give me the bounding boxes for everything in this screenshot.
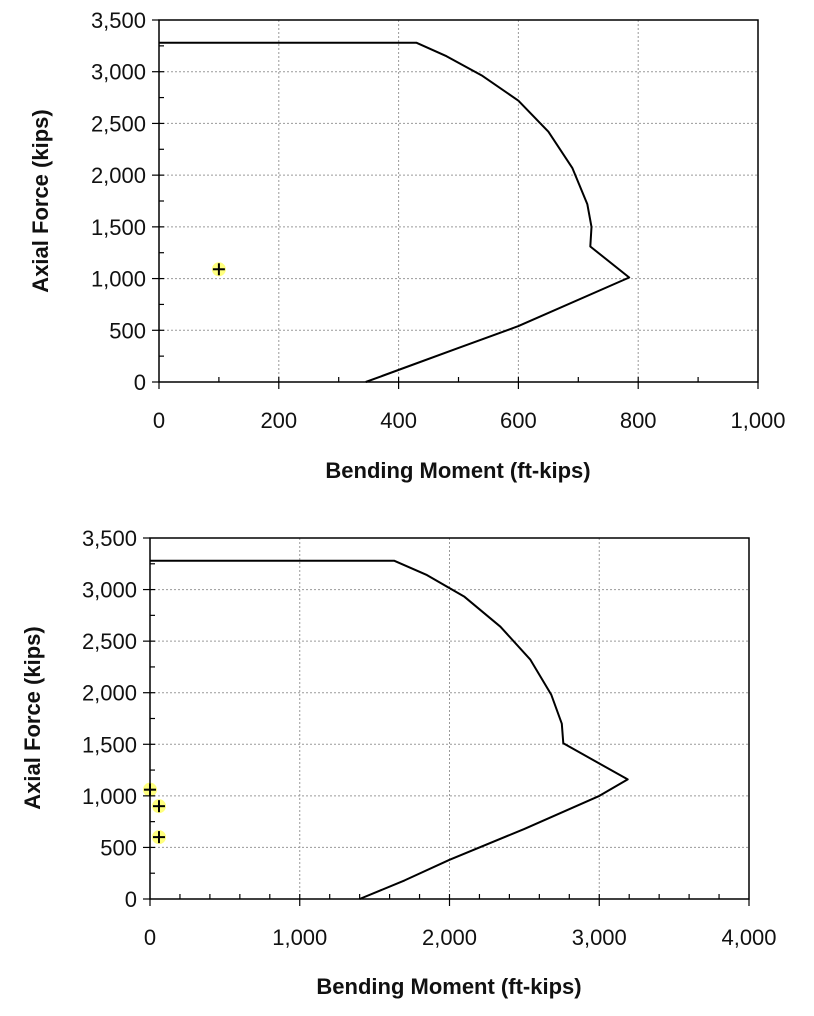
top-chart-x-axis-title: Bending Moment (ft-kips)	[325, 458, 590, 483]
top-chart-load-point-marker	[211, 262, 226, 277]
top-chart-y-tick-label: 2,000	[91, 163, 146, 188]
bottom-chart-y-tick-label: 3,000	[82, 578, 137, 603]
top-chart-x-tick-label: 400	[380, 408, 417, 433]
top-chart-x-tick-labels: 0 200 400 600 800 1,000	[153, 408, 786, 433]
top-chart-x-tick-label: 600	[500, 408, 537, 433]
top-chart-interaction-curve	[159, 41, 631, 383]
bottom-chart-load-point-marker	[151, 799, 166, 814]
bottom-chart-x-axis-title: Bending Moment (ft-kips)	[316, 974, 581, 999]
bottom-chart-marker-layer	[143, 782, 166, 845]
bottom-chart-y-tick-labels: 0 500 1,000 1,500 2,000 2,500 3,000 3,500	[82, 526, 137, 912]
top-chart-curve-layer	[159, 41, 631, 383]
top-chart-y-axis-title: Axial Force (kips)	[28, 109, 53, 292]
top-chart-x-tick-label: 0	[153, 408, 165, 433]
bottom-chart-curve-layer	[150, 559, 629, 900]
bottom-chart-y-axis-title: Axial Force (kips)	[20, 626, 45, 809]
top-chart-y-tick-label: 500	[109, 318, 146, 343]
bottom-chart-x-tick-label: 1,000	[272, 925, 327, 950]
bottom-chart-load-point-marker	[151, 830, 166, 845]
bottom-chart-y-tick-label: 0	[125, 887, 137, 912]
top-chart-y-tick-label: 1,000	[91, 267, 146, 292]
bottom-chart-x-tick-label: 3,000	[572, 925, 627, 950]
top-chart-y-tick-label: 2,500	[91, 111, 146, 136]
bottom-chart-y-tick-label: 1,500	[82, 732, 137, 757]
bottom-chart-minor-ticks	[143, 537, 750, 906]
bottom-chart-x-tick-label: 2,000	[422, 925, 477, 950]
top-chart-y-tick-label: 0	[134, 370, 146, 395]
bottom-chart-y-tick-label: 500	[100, 835, 137, 860]
top-chart-y-tick-label: 3,500	[91, 8, 146, 33]
top-chart-y-tick-label: 1,500	[91, 215, 146, 240]
top-chart-x-tick-label: 200	[260, 408, 297, 433]
top-chart-y-tick-label: 3,000	[91, 60, 146, 85]
bottom-chart-y-tick-label: 1,000	[82, 784, 137, 809]
top-chart-plot-frame	[158, 19, 759, 383]
bottom-chart-interaction-curve	[150, 559, 629, 900]
top-chart-x-tick-label: 800	[620, 408, 657, 433]
bottom-chart-x-tick-label: 0	[144, 925, 156, 950]
bottom-chart-y-tick-label: 2,000	[82, 681, 137, 706]
top-chart-minor-ticks	[152, 19, 759, 389]
top-chart-marker-layer	[211, 262, 226, 277]
top-chart: 0 500 1,000 1,500 2,000 2,500 3,000 3,500 0 200 4…	[28, 8, 786, 483]
bottom-chart-y-tick-label: 3,500	[82, 526, 137, 551]
top-chart-x-tick-label: 1,000	[730, 408, 785, 433]
bottom-chart-x-tick-label: 4,000	[721, 925, 776, 950]
bottom-chart-grid	[150, 538, 749, 899]
bottom-chart-y-tick-label: 2,500	[82, 629, 137, 654]
bottom-chart: 0 500 1,000 1,500 2,000 2,500 3,000 3,500 0 1,00…	[20, 526, 777, 999]
bottom-chart-x-tick-labels: 0 1,000 2,000 3,000 4,000	[144, 925, 777, 950]
top-chart-y-tick-labels: 0 500 1,000 1,500 2,000 2,500 3,000 3,500	[91, 8, 146, 395]
top-chart-grid	[159, 20, 758, 382]
